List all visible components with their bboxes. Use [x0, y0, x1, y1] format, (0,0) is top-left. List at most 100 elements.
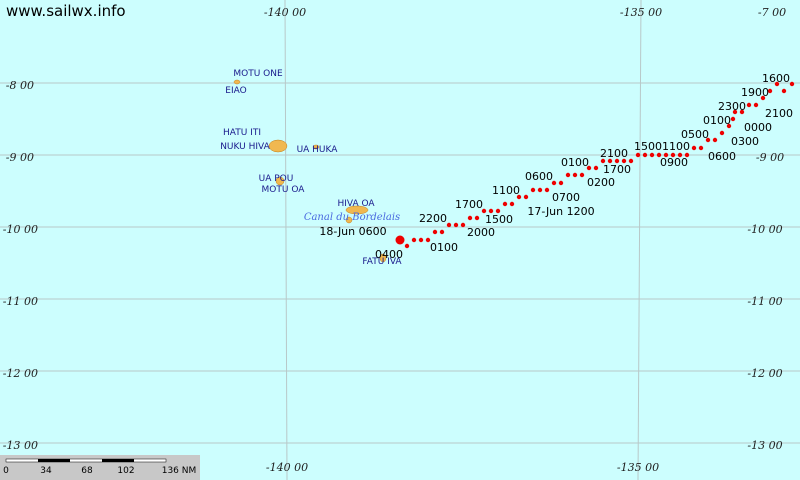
time-label: 0600	[708, 150, 736, 163]
track-point	[781, 88, 787, 94]
track-point	[418, 237, 424, 243]
track-point	[446, 222, 452, 228]
time-label: 0500	[681, 128, 709, 141]
island-label: MOTU OA	[262, 185, 306, 195]
island-label: MOTU ONE	[233, 69, 283, 79]
island-label: HIVA OA	[337, 199, 375, 209]
island-label: FATU IVA	[362, 257, 402, 267]
track-point	[730, 116, 736, 122]
time-label: 0100	[430, 241, 458, 254]
track-point	[495, 208, 501, 214]
island-label: NUKU HIVA	[220, 142, 270, 152]
track-point	[753, 102, 759, 108]
lat-label: -11 00	[3, 295, 38, 308]
track-point	[439, 229, 445, 235]
track-point	[621, 158, 627, 164]
track-point	[537, 187, 543, 193]
track-point	[425, 237, 431, 243]
time-label: 2100	[600, 147, 628, 160]
track-point	[712, 137, 718, 143]
track-point	[719, 130, 725, 136]
time-label: 2000	[467, 226, 495, 239]
track-point	[628, 158, 634, 164]
track-point	[411, 237, 417, 243]
track-point	[516, 194, 522, 200]
scale-label: 68	[81, 466, 93, 476]
lat-label: -9 00	[756, 151, 784, 164]
track-point	[432, 229, 438, 235]
track-point	[572, 172, 578, 178]
lon-label: -7 00	[758, 6, 786, 19]
track-point	[739, 109, 745, 115]
track-point	[732, 109, 738, 115]
time-label: 0100	[703, 114, 731, 127]
track-point	[635, 152, 641, 158]
track-point	[474, 215, 480, 221]
track-point	[691, 145, 697, 151]
time-label: 1700	[455, 198, 483, 211]
time-label: 1900	[741, 86, 769, 99]
scale-label: 136 NM	[162, 466, 197, 476]
track-point	[684, 152, 690, 158]
islands	[233, 79, 387, 263]
island-label: HATU ITI	[223, 128, 261, 138]
time-label: 1500	[634, 140, 662, 153]
track-point	[579, 172, 585, 178]
island-label: Canal du Bordelais	[304, 212, 400, 223]
track-point	[789, 81, 795, 87]
island	[312, 144, 320, 150]
track-point	[593, 165, 599, 171]
track-point	[551, 180, 557, 186]
island	[345, 205, 369, 215]
time-label: 0600	[525, 170, 553, 183]
track-point	[677, 152, 683, 158]
track-point	[460, 222, 466, 228]
island	[379, 253, 387, 263]
island	[233, 79, 241, 85]
time-label: 1600	[762, 72, 790, 85]
time-label: 1100	[662, 140, 690, 153]
track-point	[488, 208, 494, 214]
time-label: 0200	[587, 176, 615, 189]
time-label: 0300	[731, 135, 759, 148]
track-point	[502, 201, 508, 207]
track-point	[481, 208, 487, 214]
lat-label: -12 00	[747, 367, 782, 380]
lat-label: -13 00	[747, 439, 782, 452]
lon-label: -140 00	[264, 6, 306, 19]
time-label: 1700	[603, 163, 631, 176]
time-label: 2100	[765, 107, 793, 120]
track-point	[670, 152, 676, 158]
track-point	[558, 180, 564, 186]
lon-label: -140 00	[266, 461, 308, 474]
island-label: UA HUKA	[297, 145, 339, 155]
track-point	[600, 158, 606, 164]
track-point	[642, 152, 648, 158]
island	[268, 139, 288, 153]
time-label: 0700	[552, 191, 580, 204]
time-label: 0000	[744, 121, 772, 134]
track-point	[760, 95, 766, 101]
track-point	[746, 102, 752, 108]
scale-label: 102	[117, 466, 134, 476]
meridian	[637, 0, 642, 480]
time-label: 1500	[485, 213, 513, 226]
meridian	[284, 0, 288, 480]
track-point	[607, 158, 613, 164]
track-point	[767, 88, 773, 94]
track-point	[509, 201, 515, 207]
lat-label: -10 00	[3, 223, 38, 236]
track-point	[698, 145, 704, 151]
time-label: 17-Jun 1200	[527, 205, 594, 218]
track-point	[656, 152, 662, 158]
track-point	[530, 187, 536, 193]
track-point	[586, 165, 592, 171]
track-point	[544, 187, 550, 193]
scale-label: 0	[3, 466, 9, 476]
track-point	[565, 172, 571, 178]
scale-bar	[38, 459, 70, 462]
track-point	[453, 222, 459, 228]
time-label: 2200	[419, 212, 447, 225]
island	[275, 176, 285, 186]
